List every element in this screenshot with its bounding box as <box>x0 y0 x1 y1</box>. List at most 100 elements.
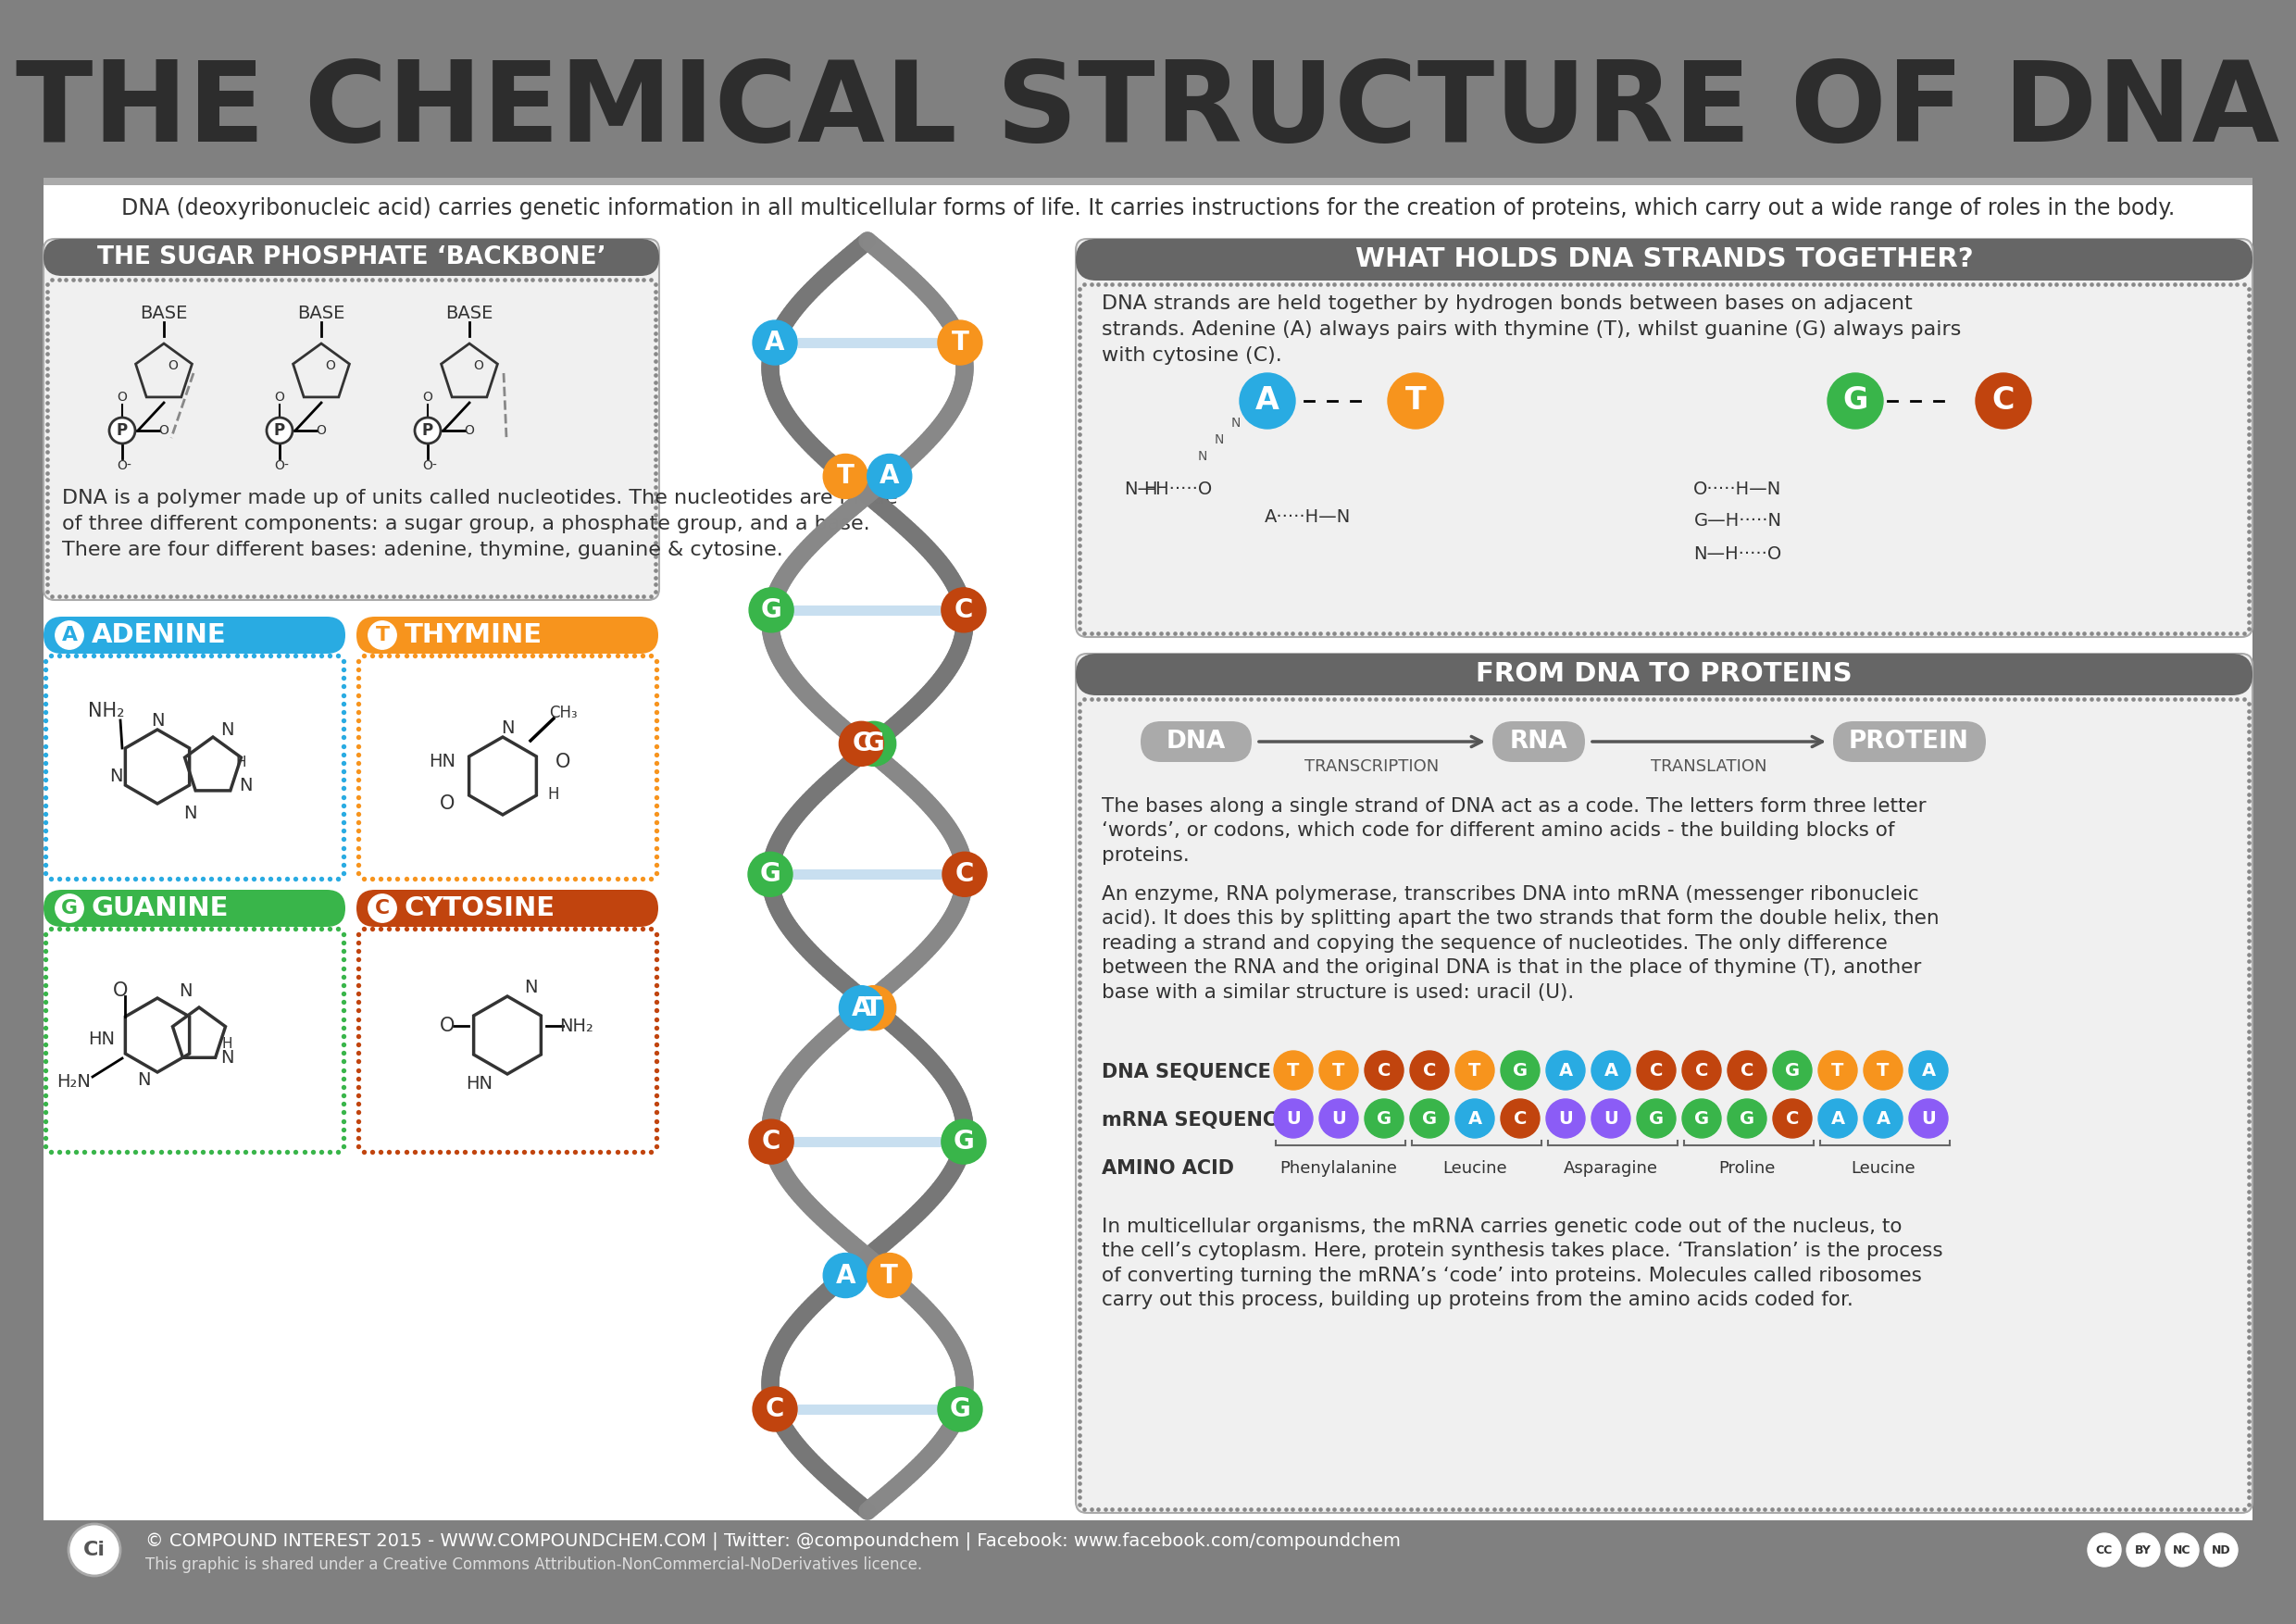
Point <box>1061 914 1097 940</box>
Point <box>67 1138 103 1164</box>
FancyBboxPatch shape <box>44 239 659 276</box>
Point <box>30 326 67 352</box>
Point <box>2122 620 2158 646</box>
Point <box>28 1134 64 1160</box>
Point <box>30 356 67 382</box>
Point <box>1552 271 1589 297</box>
Point <box>1600 685 1637 711</box>
Point <box>234 866 271 892</box>
Point <box>370 1138 406 1164</box>
Point <box>514 583 551 609</box>
Point <box>2229 1345 2266 1371</box>
Point <box>1511 271 1548 297</box>
Point <box>55 266 92 292</box>
Point <box>606 916 643 942</box>
Point <box>200 583 236 609</box>
Point <box>1761 685 1798 711</box>
Point <box>28 827 64 853</box>
Point <box>177 643 214 669</box>
Point <box>1802 685 1839 711</box>
Point <box>549 866 585 892</box>
Point <box>2229 1018 2266 1044</box>
Point <box>1926 271 1963 297</box>
Point <box>2229 1116 2266 1142</box>
Point <box>2163 620 2200 646</box>
Text: TRANSLATION: TRANSLATION <box>1651 758 1768 775</box>
Point <box>2177 1496 2213 1522</box>
Point <box>1892 685 1929 711</box>
Point <box>83 866 119 892</box>
Point <box>1114 685 1150 711</box>
Point <box>501 583 537 609</box>
Point <box>1065 1496 1102 1522</box>
Point <box>638 989 675 1015</box>
Point <box>429 916 466 942</box>
Point <box>110 583 147 609</box>
Circle shape <box>1818 1099 1857 1138</box>
Circle shape <box>937 1387 983 1431</box>
Text: NC: NC <box>2172 1544 2190 1556</box>
Point <box>2229 1471 2266 1497</box>
Circle shape <box>1864 1051 1903 1090</box>
Point <box>1134 271 1171 297</box>
Point <box>563 266 599 292</box>
Text: GUANINE: GUANINE <box>92 895 230 921</box>
Text: N: N <box>220 721 234 739</box>
Point <box>108 643 145 669</box>
Point <box>1476 685 1513 711</box>
Point <box>2011 685 2048 711</box>
Point <box>1061 1052 1097 1078</box>
Point <box>1061 802 1097 828</box>
Text: G: G <box>1784 1062 1800 1078</box>
Point <box>1233 1496 1270 1522</box>
Point <box>326 767 363 793</box>
Point <box>1240 1496 1277 1522</box>
Point <box>1754 271 1791 297</box>
Point <box>30 578 67 604</box>
Point <box>530 866 567 892</box>
Point <box>636 516 673 542</box>
Point <box>1655 271 1692 297</box>
Point <box>409 266 445 292</box>
Point <box>28 1099 64 1125</box>
Point <box>28 724 64 750</box>
Point <box>2229 499 2266 525</box>
Point <box>1061 1241 1097 1267</box>
Point <box>2229 991 2266 1017</box>
Point <box>636 356 673 382</box>
Text: A: A <box>1605 1062 1619 1078</box>
Point <box>1061 1359 1097 1385</box>
Point <box>625 583 661 609</box>
Point <box>439 866 475 892</box>
Circle shape <box>1320 1099 1359 1138</box>
Point <box>638 1099 675 1125</box>
Point <box>636 447 673 473</box>
Point <box>1727 620 1763 646</box>
Circle shape <box>266 417 292 443</box>
Point <box>1628 620 1665 646</box>
Circle shape <box>868 1254 912 1298</box>
Point <box>326 1031 363 1057</box>
Point <box>1061 942 1097 968</box>
Point <box>340 793 377 818</box>
Point <box>1864 685 1901 711</box>
Point <box>218 916 255 942</box>
Point <box>2128 1496 2165 1522</box>
Text: N: N <box>184 804 197 822</box>
Point <box>1061 429 1097 455</box>
Point <box>76 1138 113 1164</box>
Point <box>1371 271 1407 297</box>
Point <box>69 266 106 292</box>
Circle shape <box>1545 1051 1584 1090</box>
Text: Leucine: Leucine <box>1851 1160 1915 1177</box>
Point <box>1538 685 1575 711</box>
Point <box>1061 963 1097 989</box>
Point <box>344 866 381 892</box>
Point <box>340 1134 377 1160</box>
Point <box>1061 1268 1097 1294</box>
Text: U: U <box>1603 1109 1619 1127</box>
Point <box>1669 271 1706 297</box>
Point <box>448 643 484 669</box>
Point <box>1061 1213 1097 1239</box>
Point <box>397 643 434 669</box>
